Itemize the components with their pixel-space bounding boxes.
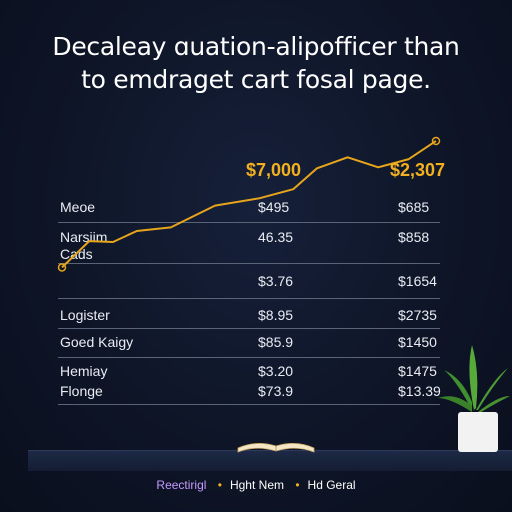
row-value-1: $3.20 — [258, 363, 294, 379]
row-value-2: $858 — [398, 229, 430, 245]
headline-line-1: Decaleay ɑuation-alipofficer than — [52, 32, 460, 61]
row-label: Logister — [60, 307, 110, 323]
table-divider — [58, 222, 440, 223]
row-value-2: $1475 — [398, 363, 437, 379]
legend-marker-icon: • — [217, 478, 222, 492]
row-label: Flonge — [60, 383, 103, 399]
open-book-icon — [237, 443, 315, 453]
legend-item: Hd Geral — [307, 478, 356, 492]
row-label: Hemiay — [60, 363, 108, 379]
row-label: Goed Kaigy — [60, 334, 134, 350]
row-value-1: 46.35 — [258, 229, 294, 245]
table-divider — [58, 404, 440, 405]
desk-shelf — [28, 450, 512, 471]
table-divider — [58, 357, 440, 358]
series-line — [61, 140, 437, 269]
series-point — [57, 263, 67, 272]
row-value-2: $2735 — [398, 307, 437, 323]
row-value-1: $3.76 — [258, 273, 294, 289]
legend-item: Hght Nem — [229, 478, 284, 492]
row-value-1: $73.9 — [258, 383, 294, 399]
chart-legend: Reectirigl • Hght Nem • Hd Geral — [0, 478, 512, 492]
legend-marker-icon: • — [295, 478, 300, 492]
table-divider — [58, 263, 440, 264]
table-divider — [58, 328, 440, 329]
row-value-2: $685 — [398, 199, 430, 215]
row-value-1: $495 — [258, 199, 290, 215]
row-value-2: $1450 — [398, 334, 437, 350]
legend-item: Reectirigl — [156, 478, 207, 492]
row-value-1: $8.95 — [258, 307, 294, 323]
headline-line-2: to emdraget cart fosal page. — [81, 65, 431, 94]
row-value-2: $13.39 — [398, 383, 441, 399]
table-divider — [58, 298, 440, 299]
potted-plant-icon — [438, 345, 510, 452]
series-point — [431, 136, 441, 146]
row-value-1: $85.9 — [258, 334, 294, 350]
callout-value: $7,000 — [246, 160, 302, 180]
row-label: Meoe — [60, 199, 96, 215]
row-value-2: $1654 — [398, 273, 437, 289]
callout-value: $2,307 — [390, 160, 446, 180]
